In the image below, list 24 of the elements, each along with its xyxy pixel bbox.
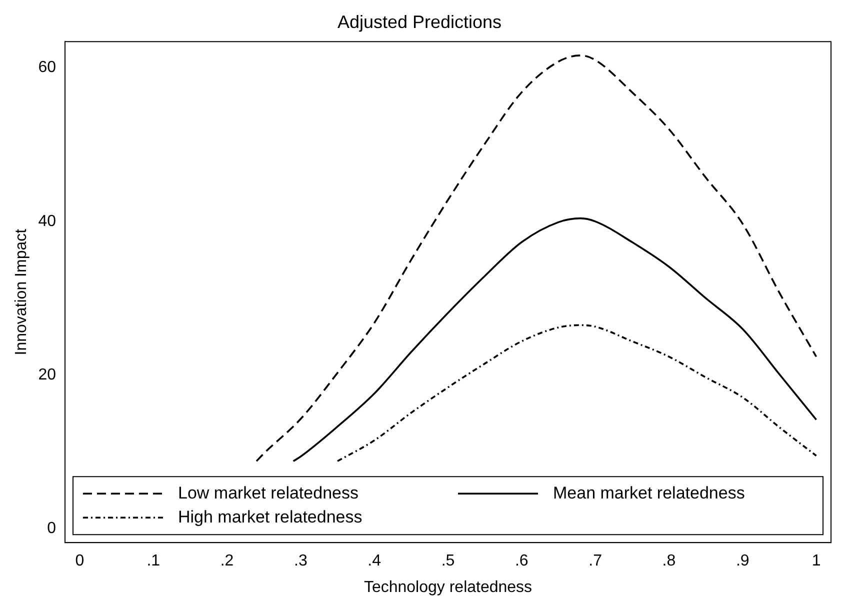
legend-label: Mean market relatedness <box>553 483 745 502</box>
x-tick-label: 0 <box>75 552 84 570</box>
y-tick-label: 60 <box>38 59 56 76</box>
x-tick-label: .9 <box>736 552 750 570</box>
x-tick-label: .7 <box>588 552 602 570</box>
x-tick-label: .5 <box>441 552 455 570</box>
y-axis-title: Innovation Impact <box>13 228 30 356</box>
x-axis-title: Technology relatedness <box>364 578 532 596</box>
x-tick-label: .4 <box>368 552 382 570</box>
y-tick-label: 20 <box>38 366 56 384</box>
chart-title: Adjusted Predictions <box>337 12 502 32</box>
x-tick-label: .2 <box>220 552 234 570</box>
line-series <box>256 54 818 462</box>
legend-label: Low market relatedness <box>178 483 358 502</box>
x-tick-label: .8 <box>662 552 676 570</box>
y-tick-label: 0 <box>47 520 56 538</box>
legend-label: High market relatedness <box>178 507 362 526</box>
y-tick-label: 40 <box>38 212 56 230</box>
line-series <box>292 217 818 462</box>
x-tick-label: .1 <box>146 552 160 570</box>
x-tick-label: 1 <box>812 552 821 570</box>
x-tick-label: .3 <box>294 552 308 570</box>
x-tick-label: .6 <box>514 552 528 570</box>
line-series <box>336 324 818 462</box>
